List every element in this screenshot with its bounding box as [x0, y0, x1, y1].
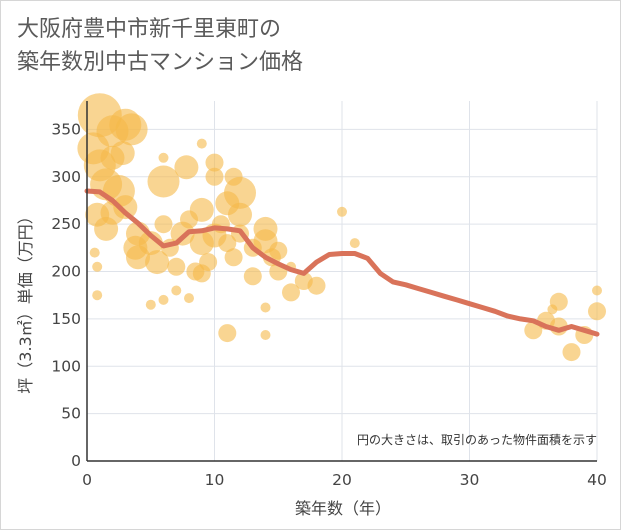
data-bubble: [549, 292, 568, 311]
x-tick-label: 10: [205, 471, 225, 489]
data-bubble: [205, 167, 224, 186]
trend: [84, 188, 600, 337]
data-bubble: [349, 238, 360, 249]
data-bubble: [189, 197, 214, 222]
trend-line: [84, 188, 600, 337]
data-bubble: [224, 176, 256, 209]
data-bubble: [592, 285, 602, 296]
data-bubble: [562, 343, 581, 362]
data-bubble: [92, 290, 103, 301]
data-bubble: [588, 302, 606, 321]
y-tick-label: 50: [61, 405, 81, 423]
x-tick-label: 40: [587, 471, 607, 489]
data-bubble: [110, 141, 135, 166]
data-bubble: [92, 261, 103, 272]
size-note: 円の大きさは、取引のあった物件面積を示す: [357, 432, 597, 447]
data-bubble: [171, 285, 182, 296]
data-bubble: [228, 202, 252, 227]
data-bubble: [158, 152, 169, 163]
data-bubble: [115, 113, 148, 146]
data-bubble: [218, 234, 237, 253]
data-bubble: [199, 253, 218, 272]
data-bubble: [282, 283, 300, 302]
axes: 0 50 100 150 200 250 300 350 0 10 20 30 40: [51, 101, 607, 489]
data-bubble: [184, 293, 194, 304]
data-bubble: [145, 250, 170, 275]
data-bubble: [154, 215, 173, 234]
y-tick-label: 300: [51, 168, 81, 186]
data-bubble: [145, 299, 156, 310]
y-axis-title: 坪（3.3㎡）単価（万円）: [16, 208, 35, 393]
data-bubble: [269, 241, 288, 260]
y-tick-label: 350: [51, 120, 81, 138]
data-bubble: [158, 294, 169, 305]
data-bubble: [243, 267, 262, 286]
data-bubble: [147, 165, 180, 198]
chart-title: 大阪府豊中市新千里東町の 築年数別中古マンション価格: [17, 17, 304, 75]
data-bubble: [167, 257, 186, 276]
data-bubble: [307, 276, 326, 295]
x-tick-label: 20: [332, 471, 352, 489]
data-bubble: [138, 231, 163, 256]
data-bubble: [224, 248, 243, 267]
y-tick-label: 100: [51, 357, 81, 375]
data-bubble: [196, 138, 207, 149]
data-bubble: [113, 195, 138, 220]
y-tick-label: 200: [51, 263, 81, 281]
data-bubble: [174, 155, 199, 180]
data-bubble: [524, 321, 543, 340]
data-bubble: [337, 206, 347, 217]
x-tick-label: 30: [460, 471, 480, 489]
data-bubble: [89, 247, 100, 258]
data-bubble: [218, 324, 237, 343]
x-axis-title: 築年数（年）: [295, 499, 391, 518]
y-tick-label: 0: [71, 452, 81, 470]
data-bubble: [260, 330, 271, 340]
data-bubble: [205, 153, 224, 172]
y-tick-label: 150: [51, 310, 81, 328]
data-bubble: [260, 302, 271, 313]
y-tick-label: 250: [51, 215, 81, 233]
x-tick-label: 0: [82, 471, 92, 489]
